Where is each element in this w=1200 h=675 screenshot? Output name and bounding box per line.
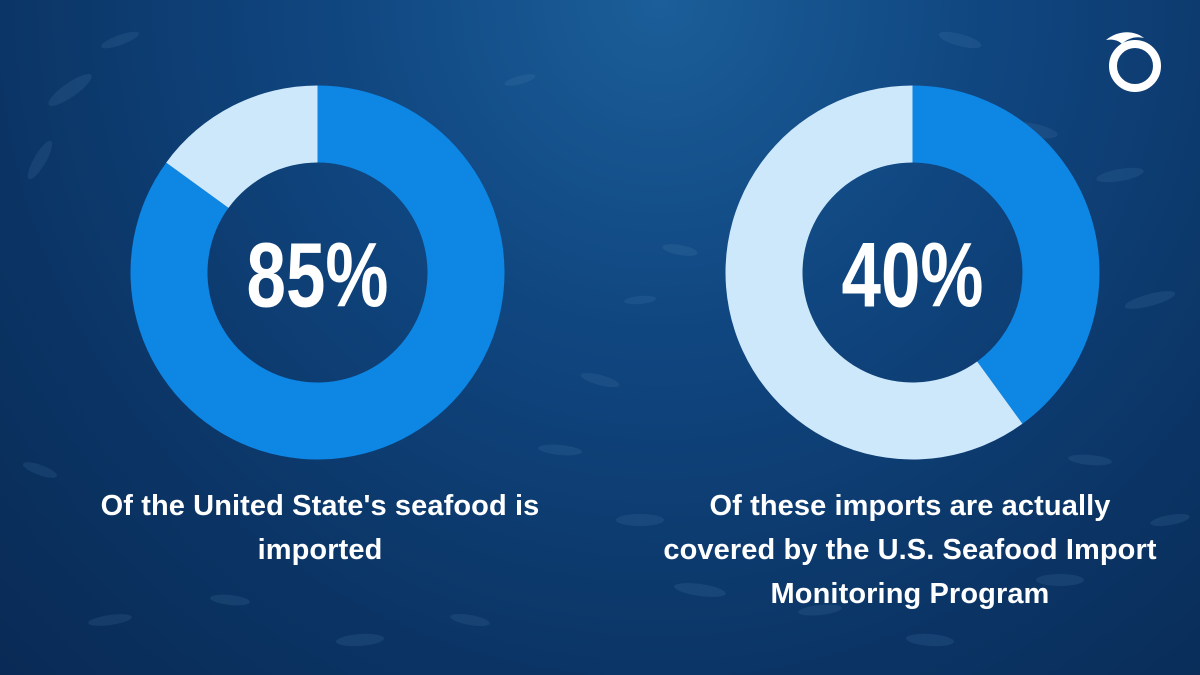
oceana-logo-icon [1106, 32, 1161, 92]
caption-imported: Of the United State's seafood is importe… [100, 490, 540, 566]
caption-monitored: Of these imports are actually covered by… [663, 490, 1157, 610]
donut-0-slice-1 [166, 85, 318, 208]
donut-1-slice-0 [912, 85, 1100, 424]
donut-chart-imported: 85% [130, 85, 505, 460]
donut-0-slice-0 [130, 85, 505, 460]
donut-1-slice-1 [725, 85, 1023, 460]
donut-chart-monitored: 40% [725, 85, 1100, 460]
donut-0-center-label: 85% [247, 225, 389, 327]
donut-1-center-label: 40% [842, 225, 984, 327]
